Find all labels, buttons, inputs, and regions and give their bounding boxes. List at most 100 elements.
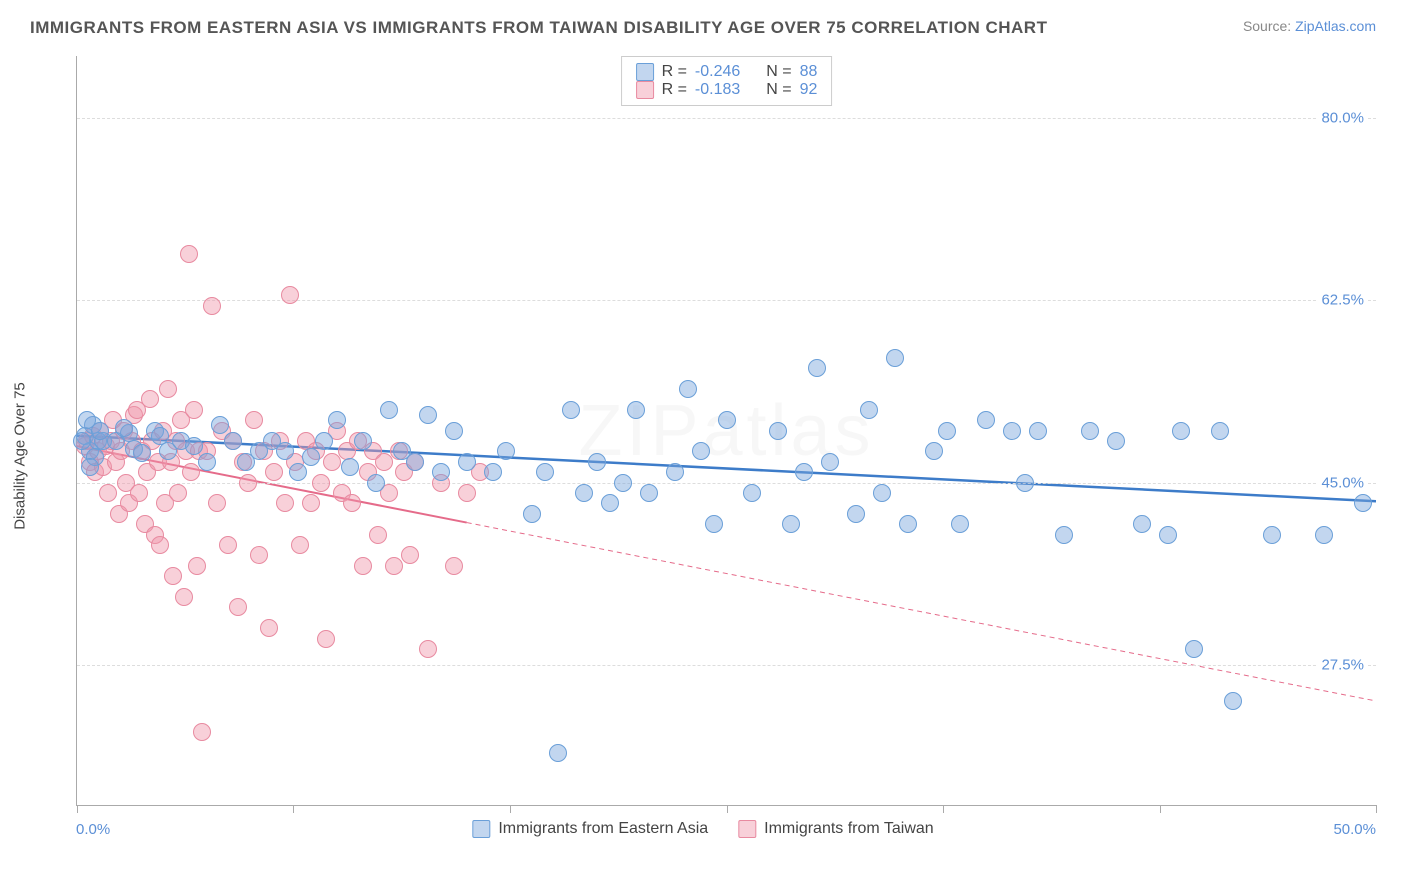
data-point <box>458 453 476 471</box>
data-point <box>419 406 437 424</box>
data-point <box>847 505 865 523</box>
data-point <box>99 484 117 502</box>
data-point <box>1354 494 1372 512</box>
data-point <box>198 453 216 471</box>
correlation-legend: R = -0.246 N = 88 R = -0.183 N = 92 <box>621 56 833 106</box>
source-attribution: Source: ZipAtlas.com <box>1243 18 1376 34</box>
data-point <box>743 484 761 502</box>
data-point <box>188 557 206 575</box>
x-tick <box>510 805 511 813</box>
source-label: Source: <box>1243 18 1291 34</box>
data-point <box>354 432 372 450</box>
y-tick-label: 62.5% <box>1317 292 1368 309</box>
data-point <box>276 442 294 460</box>
swatch-series-b-icon <box>636 81 654 99</box>
data-point <box>312 474 330 492</box>
data-point <box>1315 526 1333 544</box>
data-point <box>614 474 632 492</box>
data-point <box>497 442 515 460</box>
data-point <box>1224 692 1242 710</box>
x-tick <box>77 805 78 813</box>
data-point <box>211 416 229 434</box>
x-tick <box>1376 805 1377 813</box>
data-point <box>239 474 257 492</box>
data-point <box>185 401 203 419</box>
legend-item-a: Immigrants from Eastern Asia <box>472 820 708 838</box>
data-point <box>549 744 567 762</box>
data-point <box>938 422 956 440</box>
series-legend: Immigrants from Eastern Asia Immigrants … <box>472 820 933 838</box>
data-point <box>276 494 294 512</box>
data-point <box>1133 515 1151 533</box>
source-link[interactable]: ZipAtlas.com <box>1295 18 1376 34</box>
data-point <box>164 567 182 585</box>
data-point <box>718 411 736 429</box>
data-point <box>81 458 99 476</box>
swatch-series-a-icon <box>636 63 654 81</box>
data-point <box>627 401 645 419</box>
data-point <box>886 349 904 367</box>
y-tick-label: 27.5% <box>1317 656 1368 673</box>
chart-area: Disability Age Over 75 ZIPatlas R = -0.2… <box>30 46 1376 866</box>
header: IMMIGRANTS FROM EASTERN ASIA VS IMMIGRAN… <box>30 18 1376 38</box>
data-point <box>315 432 333 450</box>
data-point <box>354 557 372 575</box>
data-point <box>782 515 800 533</box>
data-point <box>375 453 393 471</box>
data-point <box>141 390 159 408</box>
y-axis-label: Disability Age Over 75 <box>12 382 29 530</box>
n-value-a: 88 <box>800 63 818 81</box>
data-point <box>951 515 969 533</box>
data-point <box>250 546 268 564</box>
n-label-b: N = <box>766 81 791 99</box>
data-point <box>808 359 826 377</box>
data-point <box>1159 526 1177 544</box>
x-tick <box>727 805 728 813</box>
data-point <box>666 463 684 481</box>
data-point <box>115 419 133 437</box>
data-point <box>208 494 226 512</box>
data-point <box>1107 432 1125 450</box>
data-point <box>588 453 606 471</box>
data-point <box>302 448 320 466</box>
data-point <box>328 411 346 429</box>
legend-row-series-a: R = -0.246 N = 88 <box>636 63 818 81</box>
data-point <box>873 484 891 502</box>
data-point <box>769 422 787 440</box>
data-point <box>219 536 237 554</box>
legend-item-b: Immigrants from Taiwan <box>738 820 934 838</box>
data-point <box>260 619 278 637</box>
data-point <box>229 598 247 616</box>
data-point <box>151 536 169 554</box>
data-point <box>367 474 385 492</box>
data-point <box>562 401 580 419</box>
data-point <box>291 536 309 554</box>
data-point <box>380 401 398 419</box>
data-point <box>925 442 943 460</box>
y-tick-label: 80.0% <box>1317 110 1368 127</box>
data-point <box>193 723 211 741</box>
data-point <box>1172 422 1190 440</box>
data-point <box>203 297 221 315</box>
r-value-b: -0.183 <box>695 81 740 99</box>
data-point <box>159 380 177 398</box>
data-point <box>977 411 995 429</box>
y-tick-label: 45.0% <box>1317 474 1368 491</box>
swatch-a-icon <box>472 820 490 838</box>
data-point <box>536 463 554 481</box>
data-point <box>281 286 299 304</box>
r-label-b: R = <box>662 81 687 99</box>
data-point <box>224 432 242 450</box>
data-point <box>289 463 307 481</box>
data-point <box>1263 526 1281 544</box>
data-point <box>1055 526 1073 544</box>
legend-label-b: Immigrants from Taiwan <box>764 820 934 838</box>
x-tick <box>1160 805 1161 813</box>
data-point <box>73 432 91 450</box>
data-point <box>369 526 387 544</box>
chart-title: IMMIGRANTS FROM EASTERN ASIA VS IMMIGRAN… <box>30 18 1047 38</box>
data-point <box>1029 422 1047 440</box>
n-value-b: 92 <box>800 81 818 99</box>
gridline <box>77 483 1376 484</box>
data-point <box>130 484 148 502</box>
